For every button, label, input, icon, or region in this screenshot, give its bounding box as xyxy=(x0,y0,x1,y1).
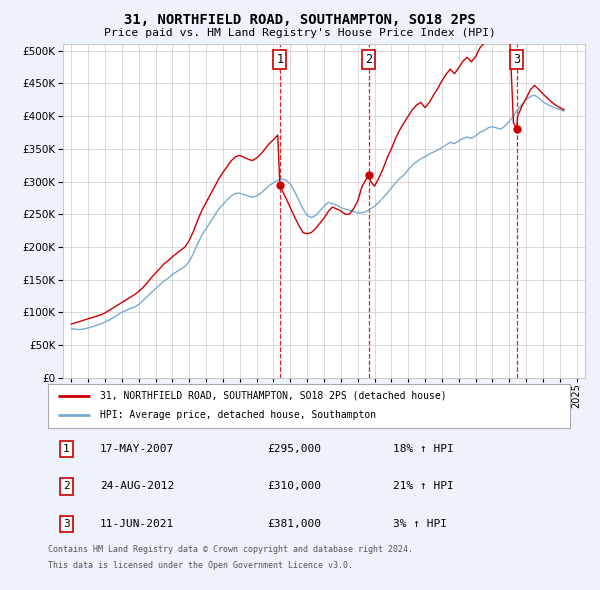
Text: This data is licensed under the Open Government Licence v3.0.: This data is licensed under the Open Gov… xyxy=(48,561,353,570)
Text: 17-MAY-2007: 17-MAY-2007 xyxy=(100,444,175,454)
Text: 3% ↑ HPI: 3% ↑ HPI xyxy=(392,519,446,529)
Text: 2: 2 xyxy=(365,53,372,65)
Text: £381,000: £381,000 xyxy=(267,519,321,529)
Text: 31, NORTHFIELD ROAD, SOUTHAMPTON, SO18 2PS (detached house): 31, NORTHFIELD ROAD, SOUTHAMPTON, SO18 2… xyxy=(100,391,447,401)
Text: 18% ↑ HPI: 18% ↑ HPI xyxy=(392,444,453,454)
Text: 21% ↑ HPI: 21% ↑ HPI xyxy=(392,481,453,491)
Text: 3: 3 xyxy=(513,53,520,65)
Text: 11-JUN-2021: 11-JUN-2021 xyxy=(100,519,175,529)
Text: 31, NORTHFIELD ROAD, SOUTHAMPTON, SO18 2PS: 31, NORTHFIELD ROAD, SOUTHAMPTON, SO18 2… xyxy=(124,13,476,27)
Text: 24-AUG-2012: 24-AUG-2012 xyxy=(100,481,175,491)
Text: 2: 2 xyxy=(63,481,70,491)
Text: 3: 3 xyxy=(63,519,70,529)
Text: 1: 1 xyxy=(63,444,70,454)
Text: £295,000: £295,000 xyxy=(267,444,321,454)
Text: £310,000: £310,000 xyxy=(267,481,321,491)
Text: Contains HM Land Registry data © Crown copyright and database right 2024.: Contains HM Land Registry data © Crown c… xyxy=(48,545,413,554)
Text: 1: 1 xyxy=(277,53,283,65)
Text: HPI: Average price, detached house, Southampton: HPI: Average price, detached house, Sout… xyxy=(100,411,376,420)
Text: Price paid vs. HM Land Registry's House Price Index (HPI): Price paid vs. HM Land Registry's House … xyxy=(104,28,496,38)
